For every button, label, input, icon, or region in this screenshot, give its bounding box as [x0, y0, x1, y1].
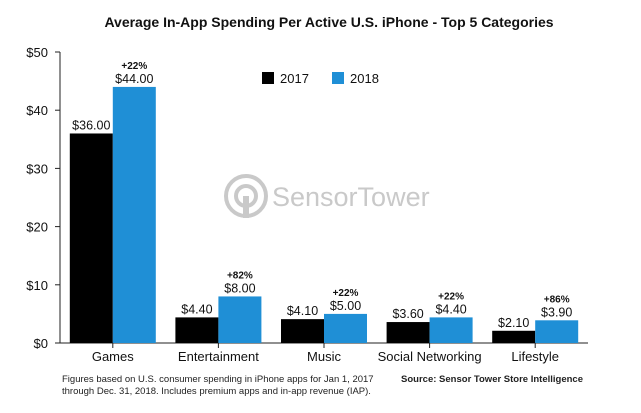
y-tick-label: $50	[26, 45, 48, 60]
data-label: $36.00	[72, 118, 110, 132]
y-tick-label: $0	[34, 336, 48, 351]
watermark-text: SensorTower	[272, 182, 430, 212]
growth-label: +86%	[544, 294, 570, 305]
x-tick-label: Entertainment	[178, 349, 259, 364]
y-tick-label: $40	[26, 103, 48, 118]
footnote-line-2: through Dec. 31, 2018. Includes premium …	[62, 386, 371, 397]
data-label: $44.00	[115, 72, 153, 86]
legend-label-2017: 2017	[280, 71, 309, 86]
data-label: $3.60	[392, 307, 423, 321]
bar-2017-social-networking	[386, 322, 430, 343]
legend-label-2018: 2018	[350, 71, 379, 86]
growth-label: +82%	[227, 270, 253, 281]
bar-2018-games	[112, 86, 156, 344]
x-tick-label: Games	[92, 349, 134, 364]
y-tick-label: $30	[26, 161, 48, 176]
footnote-line-1: Figures based on U.S. consumer spending …	[62, 374, 374, 385]
bar-2018-music	[324, 313, 367, 343]
source-note: Source: Sensor Tower Store Intelligence	[401, 374, 583, 385]
bar-2017-entertainment	[175, 317, 219, 343]
data-label: $4.40	[181, 302, 212, 316]
legend-swatch-2017	[262, 72, 274, 84]
bars	[69, 86, 579, 344]
sensor-tower-watermark: SensorTower	[224, 174, 430, 218]
data-label: $4.40	[435, 302, 466, 316]
y-tick-label: $10	[26, 278, 48, 293]
data-label: $8.00	[224, 281, 255, 295]
data-label: $3.90	[541, 305, 572, 319]
x-tick-label: Lifestyle	[511, 349, 559, 364]
legend-swatch-2018	[332, 72, 344, 84]
bar-2017-games	[69, 133, 113, 343]
growth-label: +22%	[438, 291, 464, 302]
legend: 2017 2018	[262, 71, 379, 86]
bar-2017-music	[281, 319, 324, 343]
data-label: $4.10	[287, 304, 318, 318]
axes: $0 $10 $20 $30 $40 $50 Games Entertainment Music…	[26, 45, 588, 364]
bar-labels: $36.00$44.00+22%$4.40$8.00+82%$4.10 $5.00…	[72, 61, 572, 330]
growth-label: +22%	[333, 288, 359, 299]
x-tick-label: Music	[307, 349, 341, 364]
x-tick-label: Social Networking	[378, 349, 482, 364]
growth-label: +22%	[121, 61, 147, 72]
bar-2018-social-networking	[429, 317, 473, 343]
bar-2018-entertainment	[218, 296, 262, 343]
data-label: $2.10	[498, 316, 529, 330]
bar-2018-lifestyle	[535, 320, 579, 343]
chart-title: Average In-App Spending Per Active U.S. …	[104, 14, 553, 30]
sensor-tower-logo-icon	[224, 174, 268, 218]
data-label: $5.00	[330, 299, 361, 313]
y-tick-label: $20	[26, 220, 48, 235]
bar-2017-lifestyle	[492, 330, 536, 343]
footnote: Figures based on U.S. consumer spending …	[62, 374, 392, 398]
